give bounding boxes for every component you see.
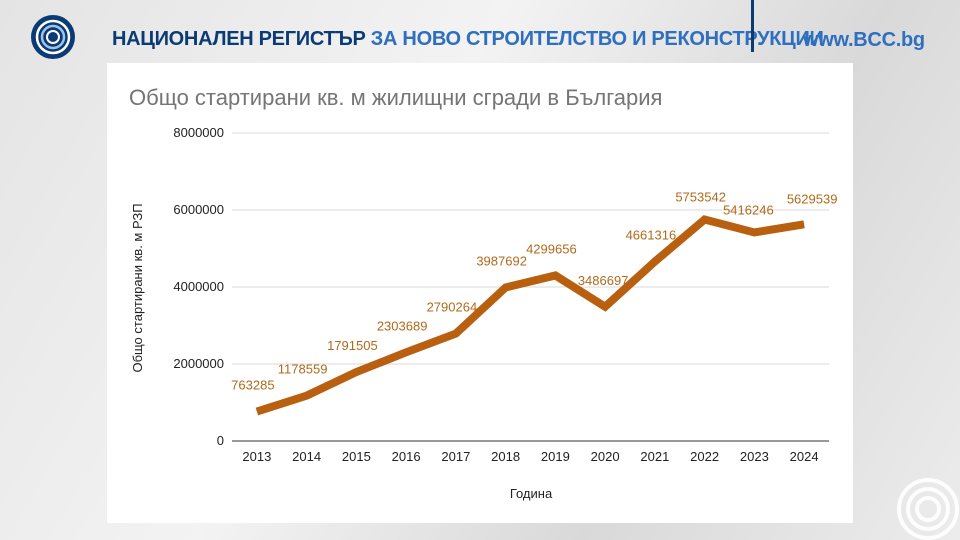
x-tick-label: 2021 <box>640 449 669 464</box>
x-tick-label: 2015 <box>342 449 371 464</box>
y-tick-label: 8000000 <box>173 125 224 140</box>
line-chart: Общо стартирани кв. м жилищни сгради в Б… <box>129 85 837 501</box>
y-tick-label: 0 <box>217 433 224 448</box>
data-labels: 763285 1178559 1791505 2303689 2790264 398769… <box>231 189 837 392</box>
header-title-registry: НАЦИОНАЛЕН РЕГИСТЪР <box>112 28 366 50</box>
grid <box>232 132 829 442</box>
data-label: 2790264 <box>427 300 478 315</box>
x-tick-label: 2020 <box>591 449 620 464</box>
series-line <box>255 215 805 416</box>
y-axis-label: Общо стартирани кв. м РЗП <box>130 203 145 372</box>
y-tick-label: 4000000 <box>173 279 224 294</box>
x-tick-label: 2018 <box>491 449 520 464</box>
data-label: 4299656 <box>526 241 577 256</box>
data-label: 5416246 <box>723 202 774 217</box>
x-axis-ticks: 2013 2014 2015 2016 2017 2018 2019 2020 2021 2022… <box>242 449 818 464</box>
data-label: 763285 <box>231 378 274 393</box>
data-label: 1791505 <box>327 338 378 353</box>
website-link[interactable]: www.BCC.bg <box>803 29 925 51</box>
y-tick-label: 2000000 <box>173 356 224 371</box>
x-tick-label: 2014 <box>292 449 321 464</box>
header-title: НАЦИОНАЛЕН РЕГИСТЪР ЗА НОВО СТРОИТЕЛСТВО… <box>112 28 824 51</box>
header-title-subtitle: ЗА НОВО СТРОИТЕЛСТВО И РЕКОНСТРУКЦИИ <box>370 28 824 50</box>
x-tick-label: 2013 <box>242 449 271 464</box>
corner-logo-icon <box>897 478 959 540</box>
y-tick-label: 6000000 <box>173 202 224 217</box>
chart-title: Общо стартирани кв. м жилищни сгради в Б… <box>129 85 662 110</box>
x-tick-label: 2024 <box>790 449 819 464</box>
data-label: 4661316 <box>626 228 677 243</box>
x-tick-label: 2017 <box>441 449 470 464</box>
data-label: 1178559 <box>278 362 328 377</box>
header: НАЦИОНАЛЕН РЕГИСТЪР ЗА НОВО СТРОИТЕЛСТВО… <box>0 0 960 64</box>
chart-card: Общо стартирани кв. м жилищни сгради в Б… <box>107 63 853 523</box>
series <box>255 215 805 416</box>
x-tick-label: 2016 <box>392 449 421 464</box>
bcc-logo-icon <box>31 15 75 59</box>
x-tick-label: 2022 <box>690 449 719 464</box>
y-axis-ticks: 0 2000000 4000000 6000000 8000000 <box>173 125 224 448</box>
data-label: 3486697 <box>578 273 629 288</box>
data-label: 2303689 <box>377 318 428 333</box>
header-divider <box>751 0 754 52</box>
data-label: 3987692 <box>476 253 527 268</box>
x-axis-label: Година <box>510 486 553 501</box>
data-label: 5753542 <box>675 189 726 204</box>
data-label: 5629539 <box>787 191 838 206</box>
x-tick-label: 2023 <box>740 449 769 464</box>
x-tick-label: 2019 <box>541 449 570 464</box>
